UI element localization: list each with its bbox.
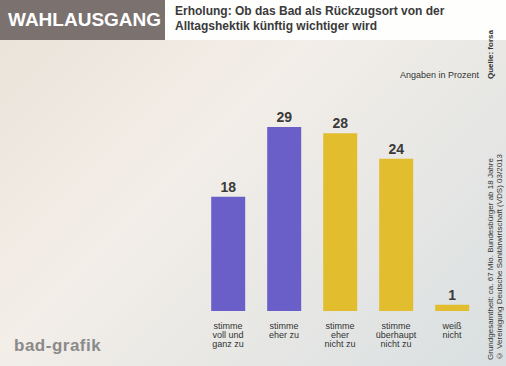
html-text:Grundgesamtheit: ca. 67 Mio. B: Grundgesamtheit: ca. 67 Mio. Bundesbürge… bbox=[486, 158, 495, 360]
svg-text:28: 28 bbox=[332, 115, 348, 131]
svg-text:29: 29 bbox=[276, 109, 292, 125]
svg-text:stimmeeher zu: stimmeeher zu bbox=[269, 321, 299, 340]
svg-text:stimmeüberhauptnicht zu: stimmeüberhauptnicht zu bbox=[376, 321, 417, 349]
svg-text:1: 1 bbox=[448, 287, 456, 303]
svg-text:stimmeehernicht zu: stimmeehernicht zu bbox=[324, 321, 355, 349]
html-text:Quelle: forsa: Quelle: forsa bbox=[486, 30, 495, 79]
html-text:Erholung: Ob das Bad als Rückz: Erholung: Ob das Bad als Rückzugsort von… bbox=[175, 4, 445, 33]
svg-text:18: 18 bbox=[220, 179, 236, 195]
html-text:© Vereinigung Deutsche Sanitär: © Vereinigung Deutsche Sanitärwirtschaft… bbox=[495, 154, 504, 360]
svg-text:24: 24 bbox=[388, 141, 404, 157]
html-text:WAHLAUSGANG: WAHLAUSGANG bbox=[8, 9, 162, 30]
svg-text:stimmevoll undganz zu: stimmevoll undganz zu bbox=[212, 321, 244, 349]
html-text:bad-grafik: bad-grafik bbox=[14, 336, 102, 355]
svg-text:weißnicht: weißnicht bbox=[441, 321, 462, 340]
html-text:Angaben in Prozent: Angaben in Prozent bbox=[400, 70, 480, 80]
